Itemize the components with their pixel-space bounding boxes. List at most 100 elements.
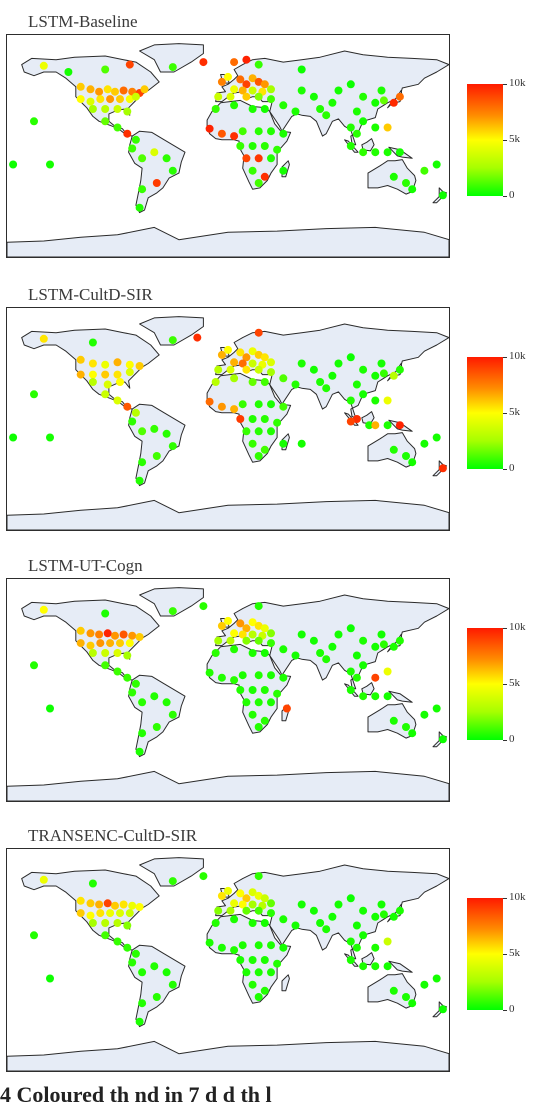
land-new-guinea bbox=[388, 960, 413, 973]
location-marker bbox=[76, 370, 85, 379]
location-marker bbox=[150, 424, 159, 433]
colorbar-tick: 0 bbox=[503, 189, 515, 201]
location-marker bbox=[128, 688, 137, 697]
location-marker bbox=[119, 900, 128, 909]
location-marker bbox=[248, 142, 257, 150]
location-marker bbox=[248, 956, 257, 964]
map-svg bbox=[7, 849, 449, 1071]
location-marker bbox=[267, 899, 275, 908]
world-map bbox=[6, 848, 450, 1072]
colorbar: 10k 5k 0 bbox=[467, 350, 537, 477]
location-marker bbox=[346, 937, 355, 946]
location-marker bbox=[254, 941, 263, 950]
location-marker bbox=[103, 899, 112, 908]
location-marker bbox=[346, 396, 355, 405]
location-marker bbox=[238, 630, 247, 639]
location-marker bbox=[113, 396, 122, 405]
location-marker bbox=[254, 621, 263, 630]
location-marker bbox=[352, 651, 361, 660]
panel-title: LSTM-Baseline bbox=[28, 12, 138, 31]
location-marker bbox=[76, 896, 85, 905]
location-marker bbox=[395, 421, 404, 430]
location-marker bbox=[242, 894, 251, 903]
location-marker bbox=[230, 132, 239, 141]
location-marker bbox=[230, 915, 239, 924]
location-marker bbox=[309, 906, 318, 915]
location-marker bbox=[125, 60, 134, 69]
location-marker bbox=[328, 912, 337, 921]
location-marker bbox=[217, 943, 226, 952]
location-marker bbox=[267, 368, 275, 377]
location-marker bbox=[309, 92, 318, 101]
location-marker bbox=[371, 98, 380, 107]
location-marker bbox=[103, 380, 112, 389]
location-marker bbox=[389, 912, 398, 921]
location-marker bbox=[125, 368, 134, 377]
location-marker bbox=[334, 86, 343, 95]
location-marker bbox=[168, 607, 177, 616]
location-marker bbox=[211, 919, 220, 927]
location-marker bbox=[359, 692, 368, 701]
location-marker bbox=[205, 668, 214, 677]
location-marker bbox=[248, 359, 257, 368]
location-marker bbox=[254, 636, 263, 645]
location-marker bbox=[9, 160, 18, 169]
location-marker bbox=[248, 900, 257, 909]
location-marker bbox=[267, 629, 275, 638]
location-marker bbox=[402, 179, 410, 187]
location-marker bbox=[193, 333, 202, 342]
colorbar: 10k 5k 0 bbox=[467, 621, 537, 748]
location-marker bbox=[242, 353, 251, 362]
location-marker bbox=[236, 142, 245, 150]
location-marker bbox=[86, 85, 95, 94]
location-marker bbox=[420, 710, 429, 719]
location-marker bbox=[217, 77, 226, 86]
location-marker bbox=[238, 86, 247, 95]
location-marker bbox=[267, 968, 275, 977]
location-marker bbox=[236, 75, 245, 84]
location-marker bbox=[101, 370, 110, 379]
location-marker bbox=[346, 686, 355, 694]
location-marker bbox=[438, 735, 447, 744]
location-marker bbox=[236, 348, 245, 357]
location-marker bbox=[359, 148, 368, 157]
location-marker bbox=[248, 166, 257, 175]
location-marker bbox=[88, 338, 97, 347]
world-map bbox=[6, 307, 450, 531]
location-marker bbox=[230, 374, 239, 383]
location-marker bbox=[242, 906, 251, 915]
location-marker bbox=[352, 107, 361, 116]
location-marker bbox=[64, 68, 73, 76]
location-marker bbox=[76, 626, 85, 635]
location-marker bbox=[432, 160, 441, 169]
land-greenland bbox=[139, 43, 204, 73]
location-marker bbox=[226, 92, 235, 101]
location-marker bbox=[346, 123, 355, 132]
location-marker bbox=[322, 925, 331, 934]
location-marker bbox=[135, 203, 144, 212]
land-antarctica bbox=[7, 499, 449, 530]
location-marker bbox=[101, 65, 110, 74]
location-marker bbox=[140, 85, 149, 94]
colorbar-tick: 10k bbox=[503, 350, 526, 362]
location-marker bbox=[236, 619, 245, 628]
location-marker bbox=[199, 872, 208, 881]
location-marker bbox=[116, 639, 124, 648]
location-marker bbox=[389, 986, 398, 995]
location-marker bbox=[328, 371, 337, 380]
location-marker bbox=[119, 86, 128, 95]
location-marker bbox=[101, 609, 110, 618]
location-marker bbox=[217, 350, 226, 359]
location-marker bbox=[248, 980, 257, 989]
location-marker bbox=[260, 986, 269, 995]
location-marker bbox=[76, 639, 85, 648]
location-marker bbox=[248, 630, 257, 639]
location-marker bbox=[389, 98, 398, 107]
location-marker bbox=[273, 418, 282, 427]
location-marker bbox=[395, 906, 404, 915]
location-marker bbox=[119, 630, 128, 639]
location-marker bbox=[377, 630, 386, 639]
location-marker bbox=[86, 899, 95, 908]
location-marker bbox=[346, 894, 355, 903]
location-marker bbox=[267, 127, 275, 136]
